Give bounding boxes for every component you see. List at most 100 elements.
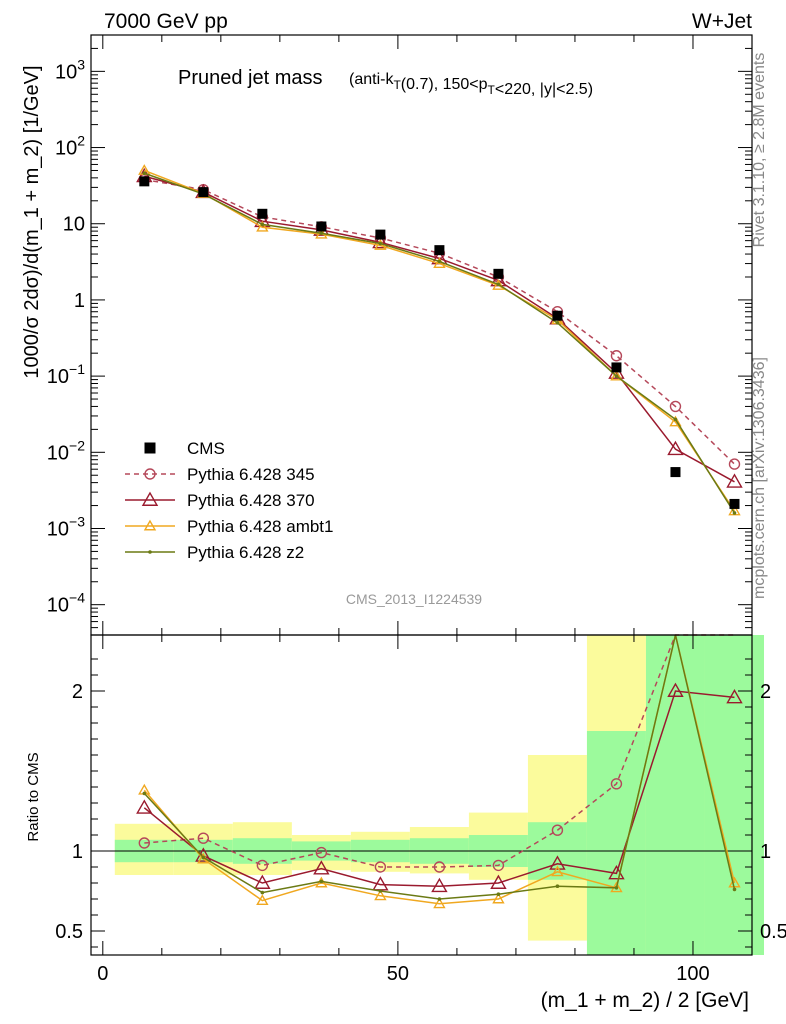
series-point-3 [614, 374, 619, 378]
ratio-band-inner [704, 635, 764, 955]
data-point [257, 208, 268, 219]
chart-title: Pruned jet mass [178, 67, 323, 89]
ratio-point-0 [492, 859, 505, 872]
watermark: CMS_2013_I1224539 [346, 591, 482, 607]
x-tick-label: 50 [387, 963, 409, 985]
data-point [375, 229, 386, 240]
y-tick-label: 103 [55, 56, 85, 83]
data-point [316, 221, 327, 232]
ratio-point-3 [378, 889, 383, 893]
legend-marker-2 [143, 519, 157, 531]
header-left: 7000 GeV pp [104, 10, 228, 33]
series-point-1 [372, 233, 389, 249]
series-point-3 [260, 222, 265, 227]
ratio-point-1 [667, 682, 684, 697]
y-tick-label: 10−1 [47, 361, 85, 388]
series-point-2 [669, 415, 682, 427]
axis-ticks: 0 50 100 10−4 10−3 10−2 10−1 1 10 102 103 0.5 0.5 1 1 2… [47, 34, 786, 985]
y-tick-label: 10 [63, 214, 85, 236]
ratio-point-2 [551, 865, 564, 877]
ratio-point-3 [319, 879, 324, 884]
header-right: W+Jet [692, 10, 752, 33]
ratio-point-3 [201, 855, 206, 860]
series-point-2 [610, 369, 623, 381]
series-point-2 [492, 279, 505, 290]
legend-label-3: Pythia 6.428 z2 [187, 543, 304, 562]
ratio-point-1 [136, 799, 153, 814]
ratio-y-tick-label-right: 0.5 [760, 921, 786, 943]
x-axis-label: (m_1 + m_2) / 2 [GeV] [541, 989, 749, 1012]
legend-marker-3 [148, 550, 152, 554]
data-point [434, 245, 445, 256]
chart-subtitle: (anti-kT(0.7), 150<pT<220, |y|<2.5) [349, 71, 593, 98]
ratio-point-0 [433, 861, 446, 873]
main-series [136, 164, 743, 516]
series-point-0 [610, 350, 623, 362]
ratio-point-1 [431, 877, 448, 893]
legend: CMS Pythia 6.428 345 Pythia 6.428 370 Pythi… [125, 439, 333, 562]
data-point [729, 498, 740, 509]
data-point [670, 467, 681, 478]
ratio-line-1 [143, 690, 735, 887]
ratio-point-0 [197, 832, 210, 844]
ratio-point-3 [496, 892, 501, 896]
series-line-0 [144, 178, 736, 465]
plot-frames [90, 34, 753, 956]
ratio-point-1 [490, 874, 507, 889]
ratio-point-3 [555, 884, 560, 888]
legend-marker-0 [144, 468, 156, 480]
series-point-3 [555, 321, 560, 325]
data-point [493, 268, 504, 279]
ratio-y-tick-label-right: 1 [760, 841, 771, 863]
ratio-point-2 [492, 892, 505, 904]
ratio-point-0 [374, 861, 387, 873]
ratio-point-3 [732, 887, 737, 892]
legend-label-data: CMS [187, 439, 225, 458]
y-tick-label: 1 [74, 290, 85, 312]
side-text-top: Rivet 3.1.10, ≥ 2.8M events [751, 53, 768, 248]
series-point-0 [669, 400, 682, 413]
lower-y-axis-label: Ratio to CMS [25, 752, 42, 841]
ratio-band-inner [645, 635, 705, 955]
ratio-point-2 [256, 894, 269, 906]
ratio-point-0 [315, 846, 328, 859]
ratio-line-0 [144, 634, 735, 868]
series-line-3 [144, 172, 736, 514]
y-tick-label: 102 [55, 133, 85, 160]
ratio-point-1 [313, 860, 330, 875]
ratio-point-3 [142, 791, 147, 796]
legend-marker-data [144, 442, 156, 454]
data-point [611, 362, 622, 373]
chart-title-group: Pruned jet mass (anti-kT(0.7), 150<pT<22… [178, 67, 593, 98]
ratio-y-tick-label-right: 2 [760, 681, 771, 703]
ratio-point-0 [551, 824, 564, 836]
data-point [139, 176, 150, 187]
upper-y-axis-label: 1000/σ 2dσ)/d(m_1 + m_2) [1/GeV] [21, 65, 43, 378]
series-point-1 [726, 473, 743, 488]
legend-marker-1 [141, 491, 159, 506]
series-point-3 [142, 171, 147, 176]
series-point-3 [673, 417, 678, 422]
ratio-point-3 [614, 886, 619, 890]
ratio-series [136, 634, 743, 909]
series-point-3 [378, 241, 383, 246]
ratio-point-1 [726, 688, 743, 704]
y-tick-label: 10−4 [47, 590, 85, 617]
series-point-2 [256, 220, 269, 232]
legend-label-2: Pythia 6.428 ambt1 [187, 517, 333, 536]
ratio-point-0 [256, 859, 269, 872]
ratio-point-3 [260, 890, 265, 895]
series-point-0 [728, 458, 741, 470]
ratio-band-inner [586, 731, 646, 955]
y-tick-label: 10−2 [47, 437, 85, 464]
ratio-y-tick-label: 0.5 [55, 921, 83, 943]
series-point-3 [496, 282, 501, 287]
y-tick-label: 10−3 [47, 513, 85, 540]
ratio-point-1 [549, 855, 566, 870]
series-line-2 [144, 169, 736, 512]
ratio-y-tick-label: 1 [72, 841, 83, 863]
legend-label-1: Pythia 6.428 370 [187, 491, 315, 510]
ratio-point-2 [433, 897, 446, 909]
series-point-3 [732, 511, 737, 515]
